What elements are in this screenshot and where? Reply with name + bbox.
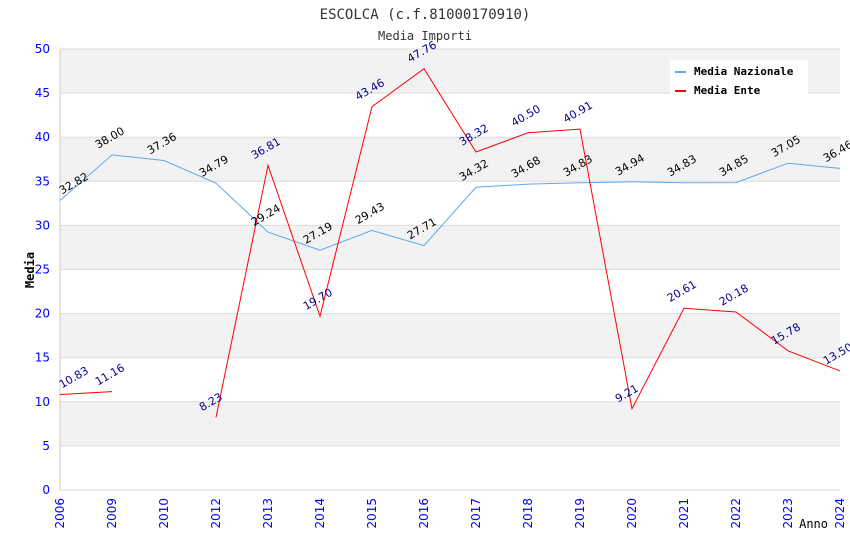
x-axis-label: Anno (799, 517, 828, 531)
y-tick-label: 45 (35, 86, 50, 100)
data-label: 10.83 (57, 364, 91, 391)
chart-title: ESCOLCA (c.f.81000170910) (320, 7, 531, 23)
x-tick-label: 2020 (625, 498, 639, 529)
x-tick-label: 2009 (105, 498, 119, 529)
legend: Media Nazionale Media Ente (670, 60, 808, 97)
y-axis-label: Media (23, 252, 37, 288)
x-tick-label: 2010 (157, 498, 171, 529)
grid-band (60, 137, 840, 182)
series-line-0 (59, 154, 841, 251)
grid-band (60, 401, 840, 446)
series-line-1 (215, 68, 841, 418)
series-line-1 (59, 391, 113, 395)
x-tick-label: 2021 (677, 498, 691, 529)
data-label: 29.24 (249, 202, 283, 229)
grid-band (60, 225, 840, 270)
x-tick-label: 2015 (365, 498, 379, 529)
data-label: 40.50 (509, 102, 543, 129)
y-tick-label: 25 (35, 263, 50, 277)
y-tick-label: 0 (42, 483, 50, 497)
x-tick-label: 2018 (521, 498, 535, 529)
x-tick-label: 2006 (53, 498, 67, 529)
y-tick-label: 10 (35, 395, 50, 409)
data-label: 29.43 (353, 200, 387, 227)
y-tick-label: 5 (42, 439, 50, 453)
x-tick-label: 2022 (729, 498, 743, 529)
data-label: 20.18 (717, 282, 751, 309)
y-tick-label: 20 (35, 307, 50, 321)
y-tick-label: 50 (35, 42, 50, 56)
y-tick-label: 15 (35, 351, 50, 365)
grid-band (60, 313, 840, 358)
legend-swatch-nazionale (675, 71, 686, 73)
legend-swatch-ente (675, 90, 686, 92)
chart-subtitle: Media Importi (378, 29, 472, 43)
x-tick-label: 2019 (573, 498, 587, 529)
x-tick-label: 2012 (209, 498, 223, 529)
x-tick-label: 2023 (781, 498, 795, 529)
legend-label-nazionale: Media Nazionale (694, 65, 794, 78)
y-tick-label: 35 (35, 174, 50, 188)
x-tick-label: 2014 (313, 498, 327, 529)
data-label: 11.16 (93, 361, 127, 388)
x-tick-label: 2013 (261, 498, 275, 529)
legend-label-ente: Media Ente (694, 84, 761, 97)
data-label: 40.91 (561, 99, 595, 126)
x-tick-label: 2024 (833, 498, 847, 529)
x-tick-label: 2016 (417, 498, 431, 529)
y-tick-label: 30 (35, 218, 50, 232)
data-label: 20.61 (665, 278, 699, 305)
x-tick-label: 2017 (469, 498, 483, 529)
y-tick-label: 40 (35, 130, 50, 144)
